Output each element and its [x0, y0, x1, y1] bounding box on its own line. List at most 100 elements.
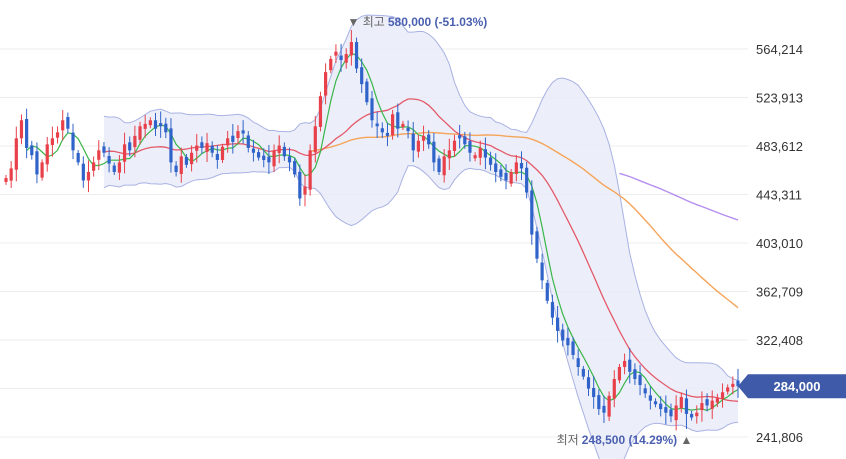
candle-body — [442, 156, 446, 176]
candle-body — [256, 152, 261, 158]
candle-body — [690, 413, 694, 418]
candle-body — [365, 81, 369, 103]
candle-body — [287, 156, 292, 163]
candle-body — [416, 140, 420, 152]
candle-body — [406, 127, 410, 132]
high-annotation-text: ▼ 최고 580,000 (-51.03%) — [348, 15, 488, 29]
candle-body — [200, 142, 204, 148]
candle-body — [9, 168, 13, 181]
candle-body — [61, 120, 65, 131]
candle-body — [726, 387, 730, 392]
candle-body — [674, 405, 678, 421]
y-tick-label: 564,214 — [756, 42, 803, 57]
candle-body — [679, 397, 683, 409]
candle-body — [148, 120, 152, 126]
candle-body — [25, 118, 29, 148]
candle-body — [592, 387, 596, 398]
candle-body — [370, 98, 374, 121]
candle-body — [525, 167, 529, 193]
candle-body — [86, 172, 91, 181]
candle-body — [463, 136, 467, 145]
candle-body — [303, 186, 307, 195]
candle-body — [401, 123, 405, 127]
bollinger-band — [103, 14, 739, 459]
candle-body — [81, 163, 85, 181]
low-annotation-label: 최저 — [557, 433, 579, 447]
candle-body — [447, 150, 451, 159]
candle-body — [391, 114, 395, 136]
candle-body — [468, 141, 472, 153]
candle-body — [153, 120, 158, 129]
candle-body — [334, 51, 338, 56]
y-tick-label: 322,408 — [756, 333, 803, 348]
candle-body — [19, 120, 24, 139]
candle-body — [509, 172, 513, 184]
candle-body — [298, 171, 302, 199]
candle-body — [514, 162, 518, 174]
high-annotation: ▼ 최고 580,000 (-51.03%) — [348, 15, 488, 29]
candle-body — [555, 317, 560, 331]
candle-body — [55, 132, 60, 138]
candle-body — [236, 131, 240, 139]
y-tick-label: 443,311 — [756, 188, 802, 203]
candle-body — [226, 138, 230, 146]
band-upper-line — [103, 14, 739, 381]
candle-body — [458, 135, 462, 139]
candle-body — [308, 150, 312, 190]
candle-body — [648, 395, 652, 401]
candle-body — [179, 156, 183, 174]
ma60-line — [309, 131, 739, 309]
candle-body — [421, 135, 426, 141]
candle-body — [329, 58, 333, 71]
candle-body — [133, 135, 137, 148]
candle-body — [473, 155, 477, 159]
high-annotation-value: 580,000 (-51.03%) — [388, 15, 487, 29]
candle-body — [720, 392, 725, 399]
candle-body — [427, 134, 431, 145]
low-annotation: 최저 248,500 (14.29%) ▲ — [557, 433, 693, 447]
candle-body — [143, 123, 147, 129]
y-axis: 564,214 523,913 483,612 443,311 403,010 362,7… — [756, 42, 803, 445]
candle-body — [504, 172, 508, 181]
candle-body — [488, 157, 493, 165]
candle-body — [519, 163, 524, 169]
low-annotation-text: 최저 248,500 (14.29%) ▲ — [557, 433, 693, 447]
candle-body — [40, 162, 44, 178]
candle-body — [35, 151, 39, 175]
candle-body — [71, 132, 75, 151]
candle-body — [659, 403, 663, 410]
candle-body — [581, 368, 585, 377]
candle-body — [339, 55, 343, 61]
last-price-badge: 284,000 — [738, 374, 846, 399]
candle-body — [602, 405, 606, 413]
last-price-label: 284,000 — [774, 379, 821, 394]
candle-body — [324, 72, 328, 96]
candle-body — [272, 150, 276, 167]
candle-body — [50, 138, 54, 145]
candle-body — [189, 152, 194, 165]
candle-body — [695, 412, 699, 417]
candle-body — [530, 190, 534, 235]
candle-body — [138, 126, 142, 140]
band-fill — [103, 15, 738, 459]
candle-body — [267, 156, 271, 163]
candle-body — [586, 377, 591, 389]
candle-body — [432, 141, 436, 163]
last-price-badge-shape — [738, 374, 846, 399]
candle-body — [452, 140, 457, 151]
candle-body — [174, 165, 178, 173]
candle-body — [643, 388, 647, 394]
candle-body — [215, 154, 219, 160]
candle-body — [102, 146, 106, 153]
moving-averages — [26, 52, 739, 412]
candle-body — [241, 130, 245, 134]
candle-body — [380, 128, 384, 133]
candle-body — [633, 369, 637, 379]
candle-body — [664, 407, 668, 413]
y-tick-label: 523,913 — [756, 91, 803, 106]
low-annotation-marker: ▲ — [677, 433, 692, 447]
candle-body — [293, 161, 297, 175]
candle-body — [622, 360, 627, 367]
